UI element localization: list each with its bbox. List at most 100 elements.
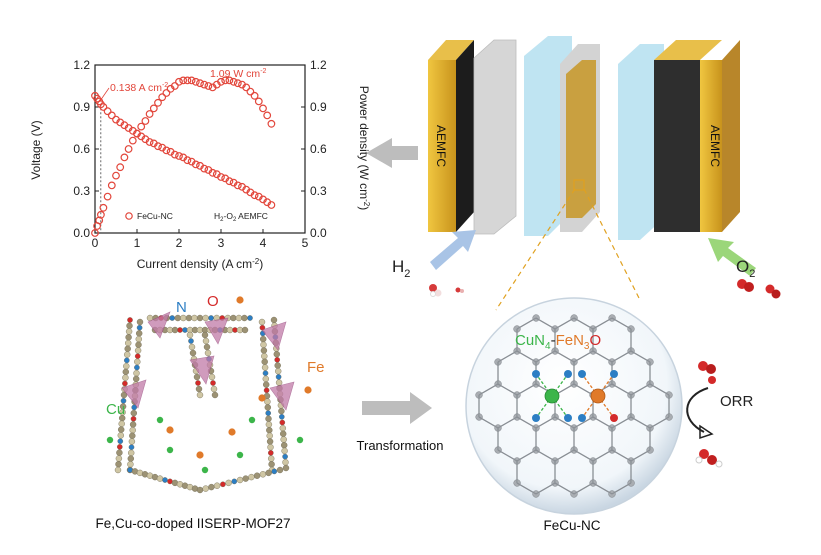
mof-atom: [188, 343, 196, 351]
mof-atom: [128, 438, 136, 445]
mof-atom: [123, 351, 131, 358]
zoom-line-right: [583, 188, 641, 301]
mof-atom: [129, 427, 136, 434]
mof-polyhedron: [269, 381, 295, 411]
power-density-point: [149, 104, 158, 113]
y-left-tick-label: 1.2: [73, 58, 90, 72]
lattice-bond: [554, 449, 575, 462]
mof-atom: [136, 318, 144, 326]
mof-atom: [169, 315, 175, 321]
lattice-bond: [592, 416, 613, 429]
right-electrode-side: [722, 40, 740, 232]
mof-label-fe: Fe: [307, 359, 325, 376]
o2-molecules-icon: [737, 279, 781, 299]
fe-atom: [258, 394, 266, 402]
mof-atom: [117, 438, 124, 445]
voltage-point: [200, 164, 209, 173]
mof-atom: [115, 455, 123, 462]
power-density-point: [242, 83, 251, 92]
mof-atom: [235, 314, 243, 322]
mof-atom: [201, 331, 209, 339]
mof-label-o: O: [207, 293, 219, 310]
mof-atom: [226, 326, 234, 334]
mof-atom: [263, 381, 270, 388]
power-density-point: [133, 129, 141, 138]
nitrogen-atom: [564, 414, 572, 422]
power-density-point: [120, 153, 129, 162]
mof-atom: [133, 370, 140, 377]
mof-atom: [191, 314, 198, 322]
power-density-point: [267, 119, 276, 128]
lattice-bond: [554, 482, 575, 495]
mof-atom: [196, 391, 204, 399]
mof-atom: [268, 461, 275, 468]
mof-atom: [266, 438, 274, 445]
flow-arrow-to-chart: [366, 138, 418, 168]
mof-atom: [280, 430, 287, 437]
lattice-bond: [554, 416, 575, 429]
mof-atom: [186, 331, 194, 339]
lattice-bond: [535, 416, 556, 429]
mof-atom: [266, 432, 273, 439]
cu-n-bond: [535, 373, 553, 397]
mof-atom: [261, 358, 268, 365]
catalyst-sphere: CuN4-FeN3O FeCu-NC: [465, 297, 683, 533]
cu-n-bond: [551, 373, 569, 397]
mof-atom: [281, 442, 288, 449]
power-density-point: [162, 89, 171, 97]
lattice-bond: [554, 317, 575, 330]
mof-atom: [195, 385, 203, 393]
cu-atom: [166, 446, 174, 454]
fe-atom: [196, 451, 204, 459]
power-density-point: [246, 87, 255, 96]
mof-atom: [262, 370, 269, 377]
power-density-point: [229, 77, 238, 86]
power-density-point: [141, 117, 150, 125]
nitrogen-atom: [532, 414, 540, 422]
power-density-point: [200, 80, 209, 89]
power-density-point: [158, 93, 167, 102]
mof-atom: [122, 380, 128, 387]
mof-atom: [134, 364, 140, 371]
lattice-bond: [592, 350, 613, 363]
y-right-tick-label: 0.0: [310, 226, 327, 240]
lattice-bond: [630, 350, 651, 363]
power-density-point: [225, 76, 234, 85]
left-electrode-face: [428, 60, 456, 232]
power-density-point: [175, 77, 183, 86]
mof-atom: [279, 425, 286, 432]
mof-atom: [189, 349, 197, 357]
mof-atom: [130, 409, 138, 417]
h2-molecules-icon: [429, 284, 464, 297]
lattice-bond: [478, 416, 499, 429]
o2-label: O2: [736, 257, 755, 280]
mof-structure-illustration: N O Fe Cu Fe,Cu-co-doped IISERP-MOF27: [95, 293, 324, 531]
power-density-point: [91, 229, 99, 237]
mof-atom: [242, 475, 249, 482]
power-density-point: [233, 79, 242, 88]
mof-atom: [130, 415, 137, 422]
mof-atom: [127, 461, 134, 468]
mof-atom: [203, 343, 211, 351]
mof-framework: [106, 296, 312, 494]
lattice-bond: [592, 317, 613, 330]
y-right-tick-label: 0.3: [310, 184, 327, 198]
power-density-point: [204, 82, 213, 90]
o2-inlet-arrow: [708, 238, 756, 276]
mof-atom: [177, 327, 183, 333]
legend-marker: [125, 212, 133, 220]
mof-atom: [136, 324, 143, 331]
left-electrode-side: [456, 40, 474, 232]
mof-atom: [264, 404, 271, 411]
mof-atom: [268, 455, 275, 462]
voltage-point: [103, 107, 112, 116]
mof-atom: [134, 353, 141, 360]
mof-atom: [208, 315, 214, 321]
sphere-background: [465, 297, 683, 515]
left-electrode-label: AEMFC: [434, 125, 448, 167]
mof-atom: [275, 374, 282, 380]
mof-atom: [128, 444, 135, 451]
mof-atom: [202, 337, 210, 345]
mof-atom: [282, 464, 290, 472]
mof-atom: [248, 473, 255, 481]
